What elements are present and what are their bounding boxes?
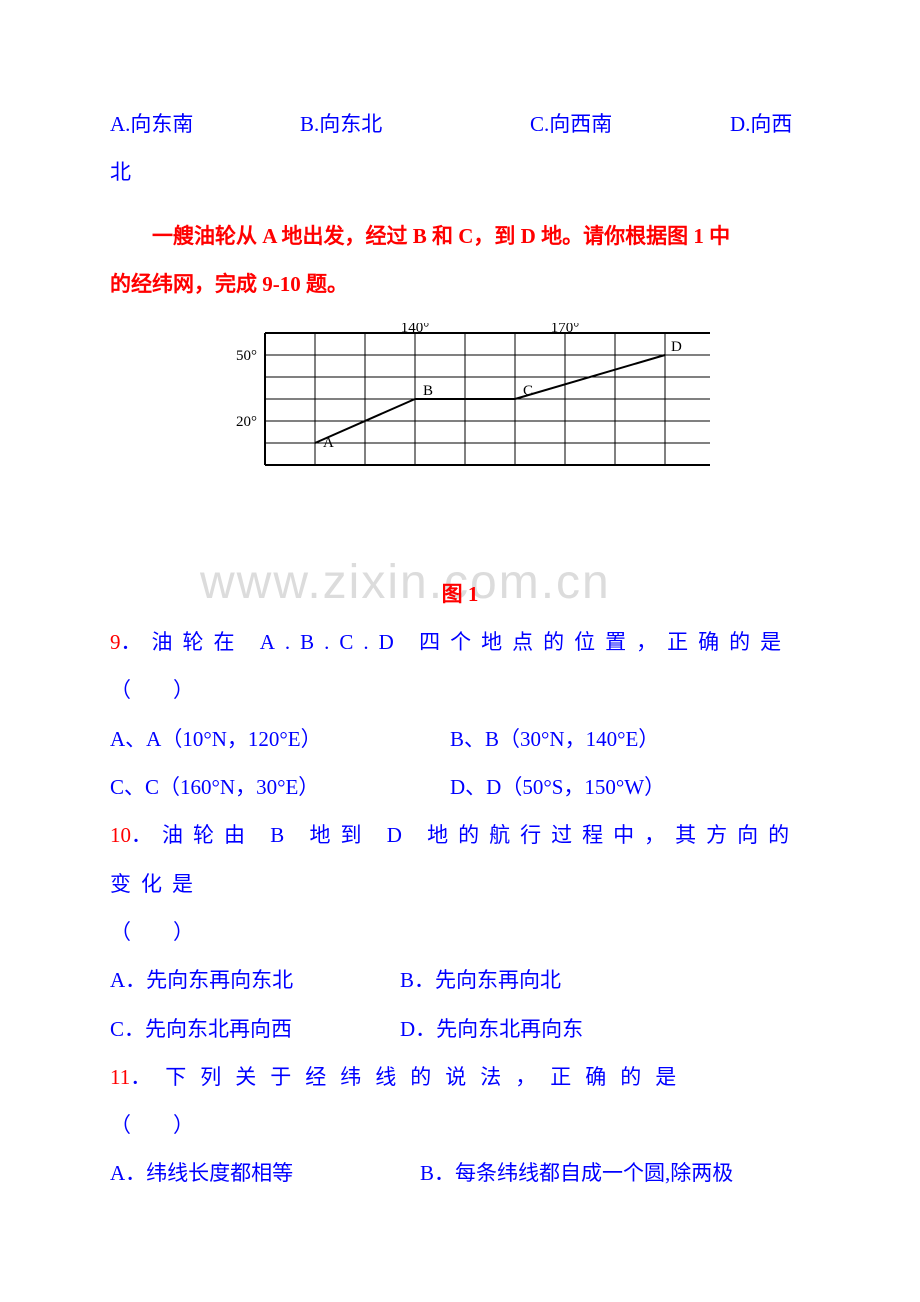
q10-number: 10 xyxy=(110,823,131,847)
svg-text:140°: 140° xyxy=(401,323,430,336)
svg-text:D: D xyxy=(671,339,682,355)
svg-text:50°: 50° xyxy=(236,348,257,364)
chart-container: 140°170°140°170°50°20°ABCD xyxy=(110,323,810,488)
intro-line1: 一艘油轮从 A 地出发，经过 B 和 C，到 D 地。请你根据图 1 中 xyxy=(110,212,810,260)
q8-opt-c: C.向西南 xyxy=(530,100,730,148)
q9-opt-b: B、B（30°N，140°E） xyxy=(450,715,659,763)
q8-options: A.向东南 B.向东北 C.向西南 D.向西 xyxy=(110,100,810,148)
svg-text:C: C xyxy=(523,383,533,399)
q11-number: 11 xyxy=(110,1065,130,1089)
page-content: A.向东南 B.向东北 C.向西南 D.向西 北 一艘油轮从 A 地出发，经过 … xyxy=(110,100,810,1198)
q11-paren: （ ） xyxy=(110,1101,810,1149)
svg-text:A: A xyxy=(323,435,334,451)
q8-opt-b: B.向东北 xyxy=(300,100,530,148)
svg-text:B: B xyxy=(423,383,433,399)
q10-paren: （ ） xyxy=(110,908,810,956)
q8-opt-d-part2: 北 xyxy=(110,148,810,196)
q10-opt-c: C．先向东北再向西 xyxy=(110,1005,400,1053)
q9-text: 9．油轮在 A.B.C.D 四个地点的位置，正确的是 xyxy=(110,618,810,666)
q11-stem: ．下列关于经纬线的说法，正确的是 xyxy=(130,1065,690,1089)
q9-options-row2: C、C（160°N，30°E） D、D（50°S，150°W） xyxy=(110,763,810,811)
q10-text: 10．油轮由 B 地到 D 地的航行过程中，其方向的变化是 xyxy=(110,811,810,908)
figure-label: 图 1 xyxy=(110,578,810,608)
svg-text:170°: 170° xyxy=(551,323,580,336)
q10-opt-d: D．先向东北再向东 xyxy=(400,1005,583,1053)
q8-opt-a: A.向东南 xyxy=(110,100,300,148)
q9-stem: ．油轮在 A.B.C.D 四个地点的位置，正确的是 xyxy=(121,630,792,654)
q9-opt-c: C、C（160°N，30°E） xyxy=(110,763,450,811)
q11-text: 11．下列关于经纬线的说法，正确的是 xyxy=(110,1053,810,1101)
q10-stem: ．油轮由 B 地到 D 地的航行过程中，其方向的变化是 xyxy=(110,823,799,895)
q9-opt-a: A、A（10°N，120°E） xyxy=(110,715,450,763)
q9-options-row1: A、A（10°N，120°E） B、B（30°N，140°E） xyxy=(110,715,810,763)
q9-opt-d: D、D（50°S，150°W） xyxy=(450,763,665,811)
chart-svg: 140°170°140°170°50°20°ABCD xyxy=(210,323,710,483)
q10-options-row1: A．先向东再向东北 B．先向东再向北 xyxy=(110,956,810,1004)
q11-opt-a: A．纬线长度都相等 xyxy=(110,1149,420,1197)
q10-opt-a: A．先向东再向东北 xyxy=(110,956,400,1004)
q9-number: 9 xyxy=(110,630,121,654)
q11-opt-b: B．每条纬线都自成一个圆,除两极 xyxy=(420,1149,733,1197)
intro-line2: 的经纬网，完成 9-10 题。 xyxy=(110,260,810,308)
q9-paren: （ ） xyxy=(110,666,810,714)
q8-opt-d-part1: D.向西 xyxy=(730,100,792,148)
svg-text:20°: 20° xyxy=(236,414,257,430)
q10-opt-b: B．先向东再向北 xyxy=(400,956,561,1004)
q11-options-row1: A．纬线长度都相等 B．每条纬线都自成一个圆,除两极 xyxy=(110,1149,810,1197)
q10-options-row2: C．先向东北再向西 D．先向东北再向东 xyxy=(110,1005,810,1053)
